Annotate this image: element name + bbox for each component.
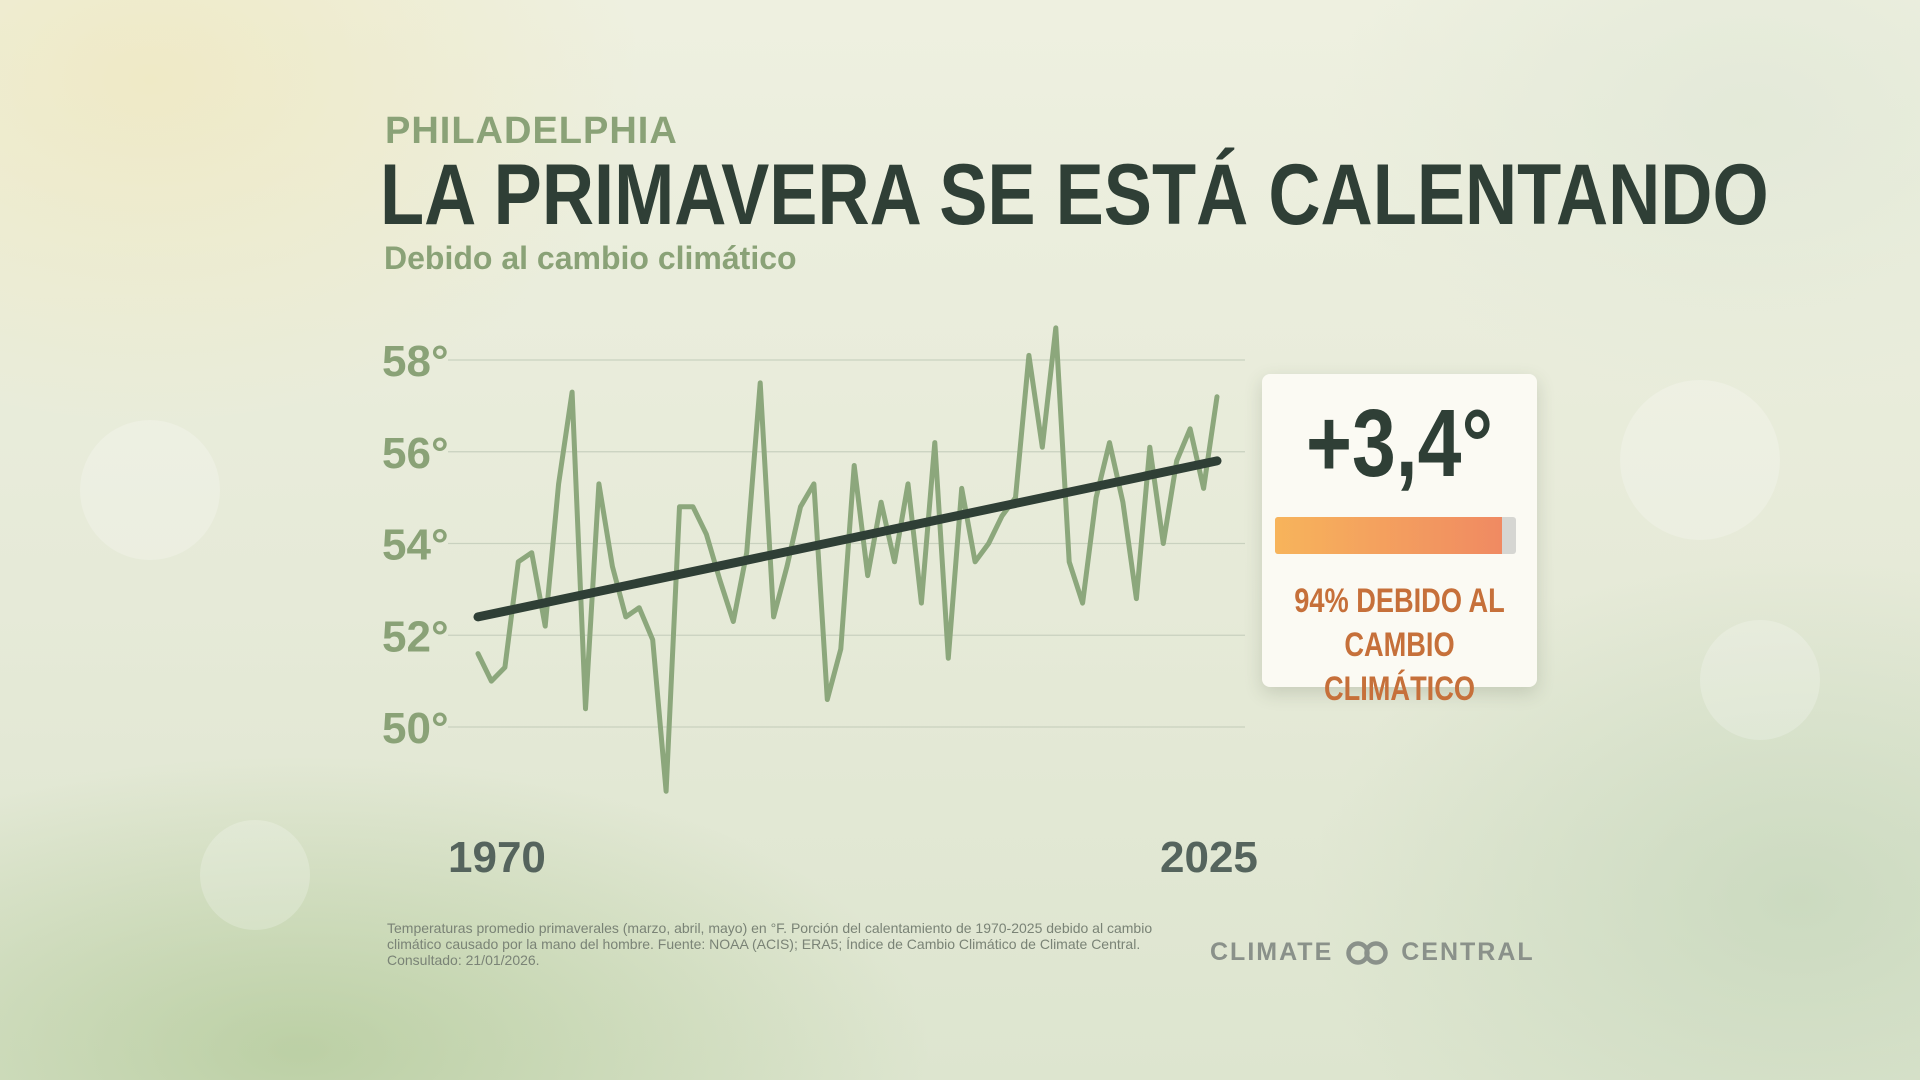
- trend-line: [473, 456, 1222, 622]
- logo-word-left: CLIMATE: [1210, 938, 1334, 966]
- bokeh-light: [80, 420, 220, 560]
- x-tick-label: 1970: [448, 833, 546, 882]
- warming-value: +3,4°: [1306, 390, 1493, 497]
- bokeh-light: [1700, 620, 1820, 740]
- series-lines: [473, 325, 1222, 794]
- y-tick-label: 58°: [382, 337, 449, 386]
- y-tick-label: 56°: [382, 429, 449, 478]
- page-title: LA PRIMAVERA SE ESTÁ CALENTANDO: [380, 147, 1769, 243]
- attribution-text-line1: 94% DEBIDO AL: [1294, 582, 1505, 620]
- attribution-bar: [1275, 517, 1516, 554]
- y-tick-label: 50°: [382, 704, 449, 753]
- warming-callout-card: +3,4° 94% DEBIDO AL CAMBIO CLIMÁTICO: [1262, 374, 1537, 708]
- y-tick-label: 54°: [382, 521, 449, 570]
- logo-rings-icon: [1346, 940, 1388, 965]
- x-tick-label: 2025: [1160, 833, 1258, 882]
- bokeh-light: [200, 820, 310, 930]
- x-axis-labels: 1970 2025: [448, 833, 1258, 882]
- climate-central-logo: CLIMATE CENTRAL: [1210, 938, 1535, 967]
- attribution-bar-fill: [1275, 517, 1502, 554]
- page-subtitle: Debido al cambio climático: [384, 240, 797, 276]
- logo-word-right: CENTRAL: [1401, 938, 1535, 966]
- attribution-text: 94% DEBIDO AL CAMBIO CLIMÁTICO: [1290, 579, 1510, 711]
- y-axis-labels: 50° 52° 54° 56° 58°: [382, 337, 449, 753]
- city-label: PHILADELPHIA: [385, 110, 678, 152]
- source-note: Temperaturas promedio primaverales (marz…: [387, 920, 1153, 968]
- attribution-text-line2: CAMBIO CLIMÁTICO: [1323, 626, 1476, 708]
- y-tick-label: 52°: [382, 612, 449, 661]
- bokeh-light: [1620, 380, 1780, 540]
- temperature-line: [475, 325, 1220, 794]
